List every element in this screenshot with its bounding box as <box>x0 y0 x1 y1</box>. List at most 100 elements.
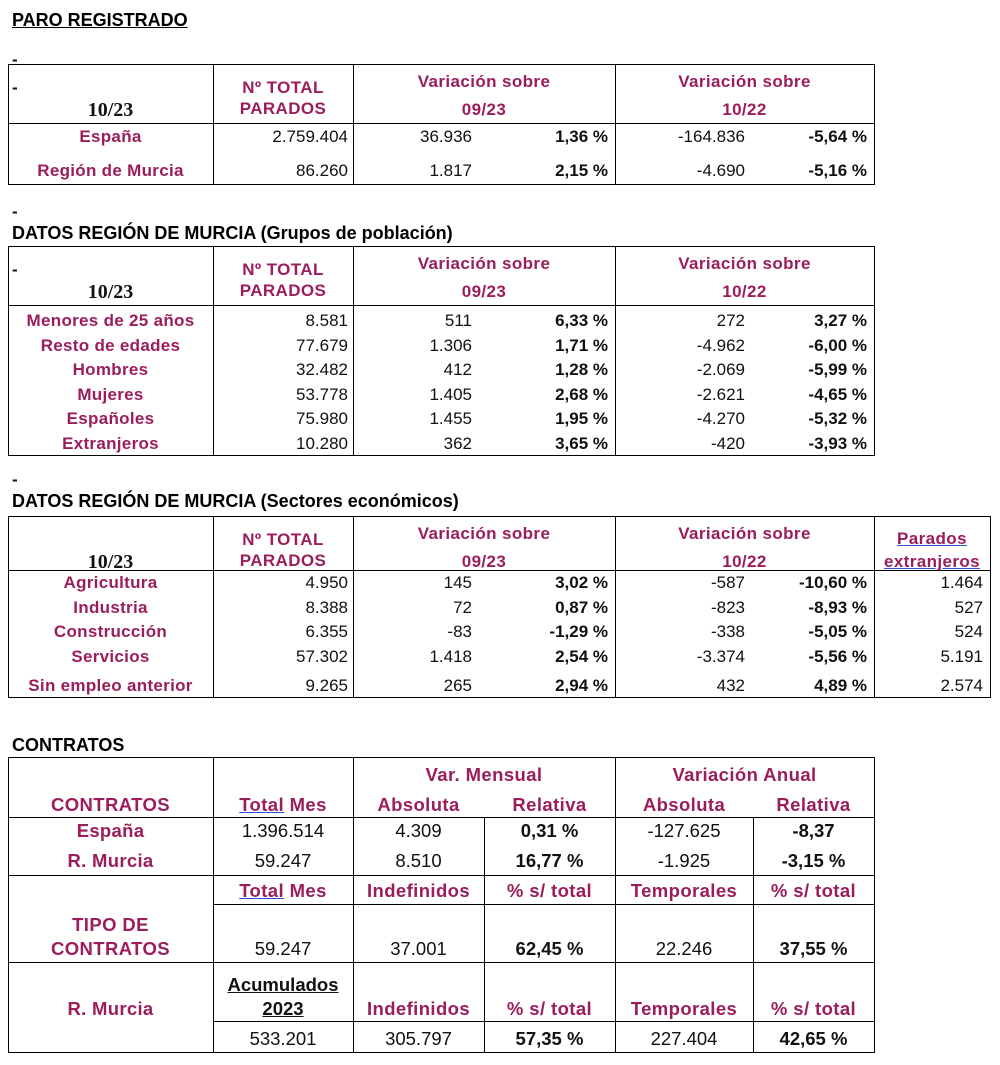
dash-mark: - <box>12 470 18 489</box>
annual-pct: 4,89 % <box>814 676 867 695</box>
table-rule <box>213 64 214 184</box>
total-mes-header: Total Mes <box>213 794 353 816</box>
table-rule <box>8 64 9 184</box>
row-label: Resto de edades <box>40 336 181 355</box>
row-label: Agricultura <box>63 573 158 592</box>
acumulados-header: Acumulados <box>227 974 339 995</box>
variation-period: 09/23 <box>461 552 507 571</box>
row-label: Construcción <box>53 622 168 641</box>
dash-mark: - <box>12 78 18 97</box>
monthly-pct: 2,54 % <box>555 647 608 666</box>
indefinidos-header: Indefinidos <box>366 998 471 1019</box>
row-label: R. Murcia <box>67 850 154 871</box>
table-rule <box>8 246 9 455</box>
table-rule <box>615 246 616 455</box>
table-rule <box>874 516 875 697</box>
annual-abs: 272 <box>716 311 745 330</box>
annual-abs: -164.836 <box>677 127 745 146</box>
table-rule <box>8 516 9 697</box>
total-value: 1.396.514 <box>241 820 325 841</box>
monthly-pct: 3,65 % <box>555 434 608 453</box>
row-label: Hombres <box>72 360 149 379</box>
monthly-abs: 511 <box>444 311 472 330</box>
extranjeros-value: 5.191 <box>940 647 983 666</box>
annual-abs: -587 <box>710 573 745 592</box>
variation-period: 10/22 <box>722 100 767 119</box>
total-mes-header: Total Mes <box>213 880 353 902</box>
extranjeros-value: 1.464 <box>940 573 983 592</box>
annual-abs: -4.270 <box>696 409 745 428</box>
monthly-pct: 1,95 % <box>555 409 608 428</box>
annual-pct: -5,05 % <box>808 622 867 641</box>
pct-total-header: % s/ total <box>770 880 857 901</box>
extranjeros-header: Parados <box>897 529 967 548</box>
variation-header: Variación sobre <box>678 72 811 91</box>
row-label: Industria <box>73 598 148 617</box>
annual-abs: -3.374 <box>696 647 745 666</box>
table-rule <box>8 757 875 758</box>
row-label: España <box>76 820 145 841</box>
annual-rel: -8,37 <box>792 820 835 841</box>
monthly-abs: 1.455 <box>429 409 472 428</box>
table-rule <box>213 1021 875 1022</box>
table-rule <box>753 817 754 1052</box>
table-rule <box>615 516 616 697</box>
pct-total-header: % s/ total <box>506 998 593 1019</box>
extranjeros-value: 527 <box>954 598 983 617</box>
section-title-poblacion: DATOS REGIÓN DE MURCIA (Grupos de poblac… <box>12 223 453 243</box>
table-rule <box>8 305 875 306</box>
monthly-abs: 1.418 <box>429 647 472 666</box>
total-header: Nº TOTAL <box>242 530 324 549</box>
monthly-pct: 1,28 % <box>555 360 608 379</box>
section-title-sectores: DATOS REGIÓN DE MURCIA (Sectores económi… <box>12 491 459 511</box>
row-label: R. Murcia <box>67 998 154 1019</box>
monthly-abs: 412 <box>443 360 472 379</box>
table-rule <box>213 904 875 905</box>
total-value: 2.759.404 <box>272 127 348 146</box>
temporales-pct: 37,55 % <box>779 938 848 959</box>
annual-pct: -5,16 % <box>808 161 867 180</box>
monthly-pct: -1,29 % <box>549 622 608 641</box>
dash-mark: - <box>12 50 18 69</box>
total-value: 8.388 <box>305 598 348 617</box>
total-value: 59.247 <box>254 850 312 871</box>
total-header: PARADOS <box>239 99 327 118</box>
table-rule <box>8 697 991 698</box>
table-rule <box>353 516 354 697</box>
table-rule <box>213 246 214 455</box>
pct-total-header: % s/ total <box>506 880 593 901</box>
table-rule <box>8 962 875 963</box>
row-label: Servicios <box>71 647 150 666</box>
annual-pct: -6,00 % <box>808 336 867 355</box>
variation-period: 09/23 <box>461 100 507 119</box>
row-label: Mujeres <box>77 385 144 404</box>
table-rule <box>8 516 991 517</box>
table-rule <box>8 817 875 818</box>
annual-pct: -8,93 % <box>808 598 867 617</box>
temporales-header: Temporales <box>630 998 738 1019</box>
extranjeros-header: extranjeros <box>883 552 981 571</box>
period-header: 10/23 <box>87 99 134 121</box>
total-value: 6.355 <box>305 622 348 641</box>
variation-period: 10/22 <box>722 282 767 301</box>
annual-rel: -3,15 % <box>781 850 846 871</box>
annual-pct: -5,32 % <box>808 409 867 428</box>
table-rule <box>8 455 875 456</box>
total-header: PARADOS <box>239 281 327 300</box>
monthly-abs: 1.405 <box>429 385 472 404</box>
total-header: PARADOS <box>239 551 327 570</box>
pct-total-header: % s/ total <box>770 998 857 1019</box>
total-value: 533.201 <box>249 1028 317 1049</box>
relativa-header: Relativa <box>512 794 587 815</box>
var-mensual-header: Var. Mensual <box>425 764 543 785</box>
annual-pct: -3,93 % <box>808 434 867 453</box>
temporales-value: 227.404 <box>650 1028 718 1049</box>
table-rule <box>874 757 875 1053</box>
section-title-paro: PARO REGISTRADO <box>12 10 188 30</box>
variation-period: 09/23 <box>461 282 507 301</box>
total-header: Nº TOTAL <box>242 260 324 279</box>
monthly-pct: 2,15 % <box>555 161 608 180</box>
tipo-label: CONTRATOS <box>50 938 171 959</box>
table-rule <box>484 817 485 1052</box>
period-header: 10/23 <box>87 281 134 303</box>
